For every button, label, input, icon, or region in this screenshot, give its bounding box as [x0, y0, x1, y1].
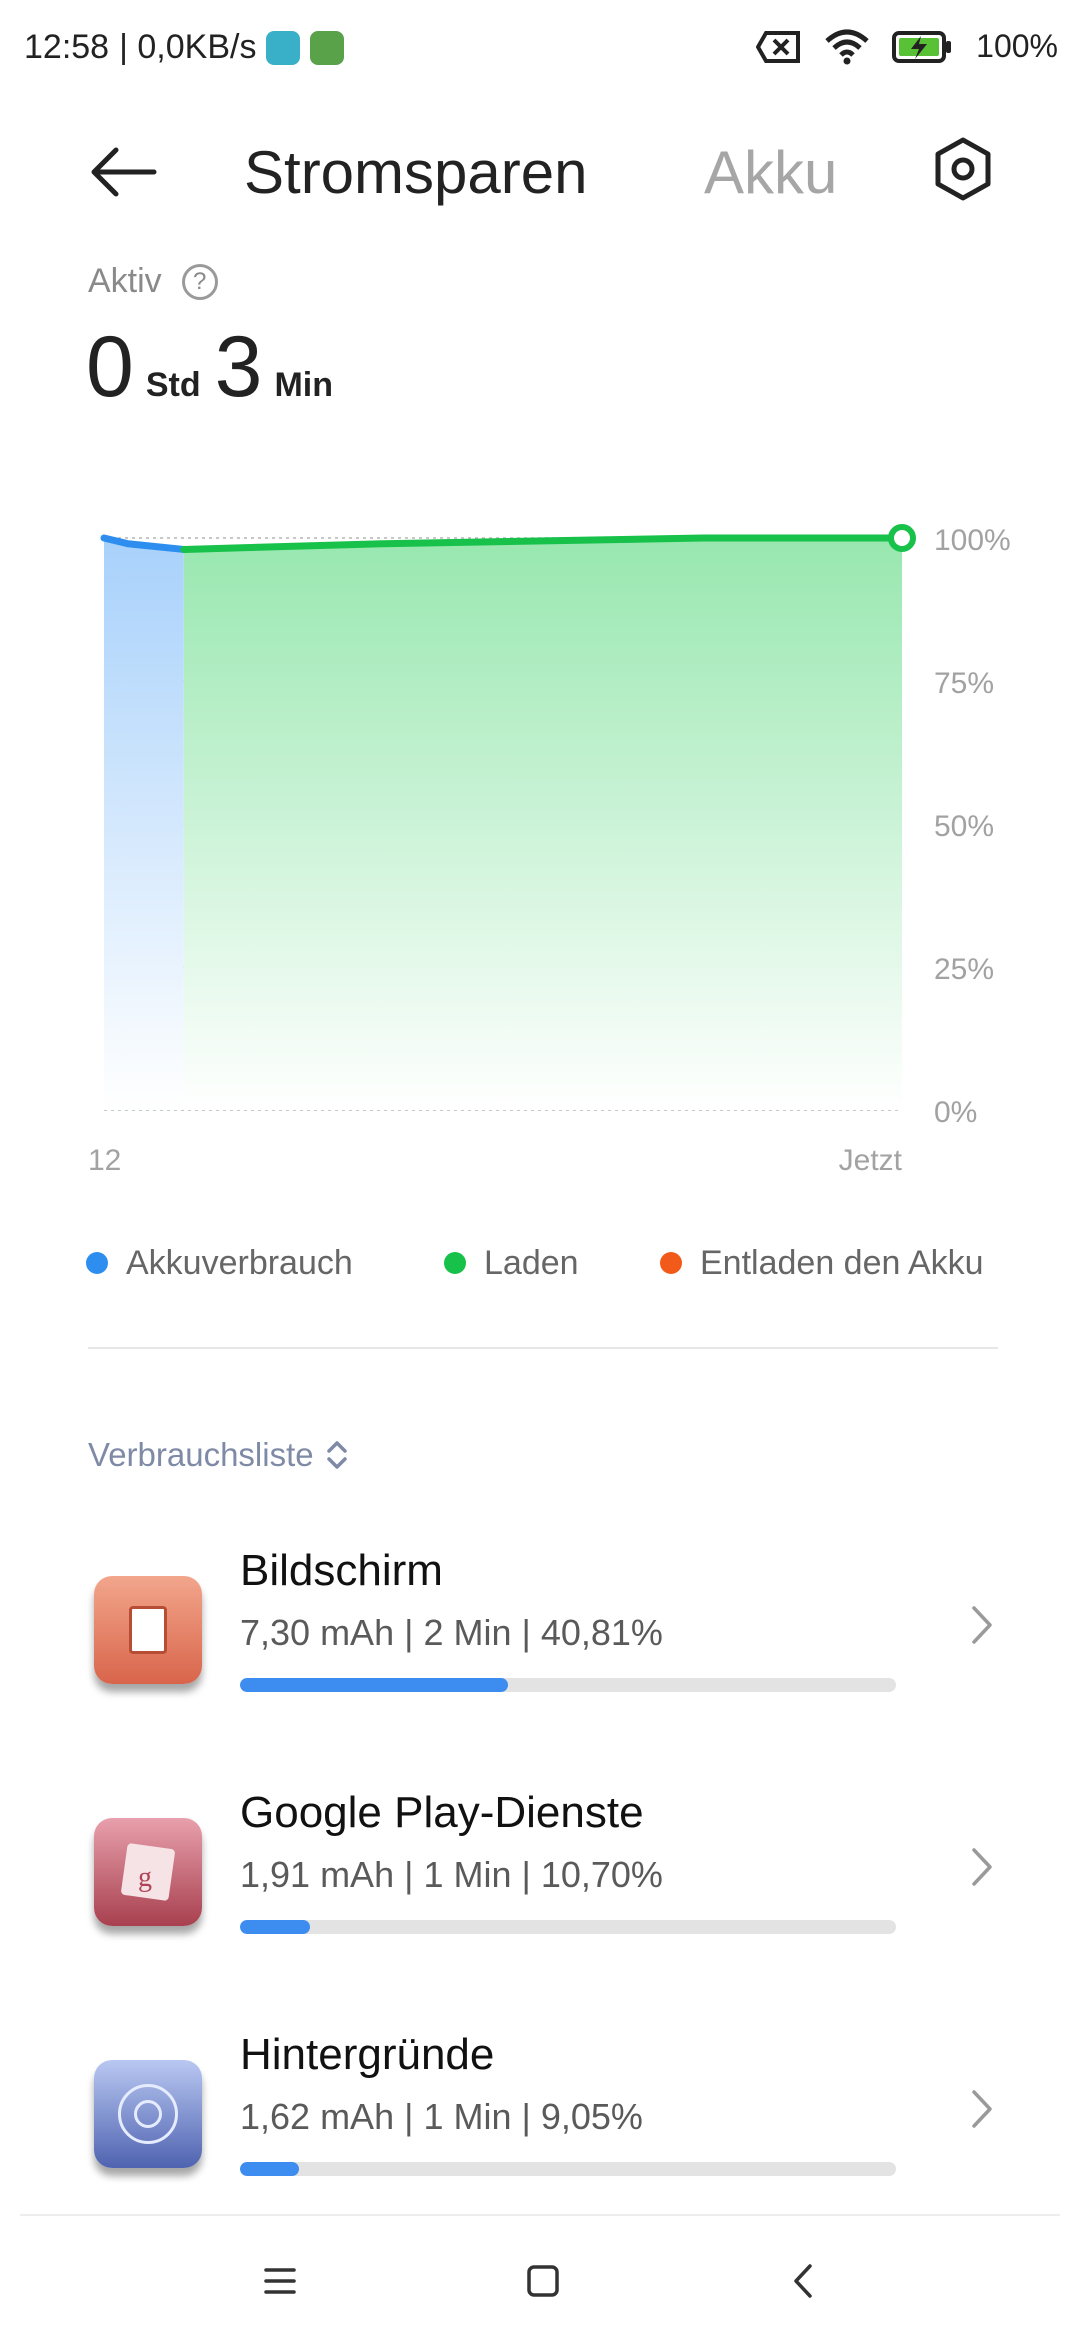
- legend-label: Entladen den Akku: [700, 1243, 984, 1282]
- chart-line-akkuverbrauch: [100, 534, 188, 553]
- help-icon[interactable]: ?: [181, 263, 218, 300]
- sort-toggle-icon: [326, 1441, 347, 1469]
- usage-item-name: Hintergründe: [240, 2030, 495, 2079]
- legend-dot-green: [444, 1252, 466, 1274]
- legend-laden: Laden: [444, 1244, 660, 1283]
- usage-item-name: Google Play-Dienste: [240, 1788, 644, 1837]
- x-tick-label: 12: [88, 1144, 121, 1177]
- usage-sort-selector[interactable]: Verbrauchsliste: [88, 1436, 348, 1474]
- y-tick-label: 25%: [934, 953, 994, 986]
- chart-area-laden: [183, 538, 903, 1110]
- usage-item-name: Bildschirm: [240, 1546, 443, 1595]
- usage-item-bildschirm[interactable]: Bildschirm 7,30 mAh | 2 Min | 40,81%: [0, 1546, 1080, 1746]
- wallpaper-icon: [94, 2060, 202, 2168]
- usage-progress-fill: [240, 2162, 300, 2176]
- tab-akku[interactable]: Akku: [704, 139, 838, 206]
- network-speed: | 0,0KB/s: [119, 28, 257, 66]
- y-tick-label: 50%: [934, 810, 994, 843]
- usage-progress-track: [240, 1920, 896, 1934]
- battery-chart: 100% 75% 50% 25% 0% 12 Jetzt: [88, 524, 1011, 1177]
- usage-item-hintergruende[interactable]: Hintergründe 1,62 mAh | 1 Min | 9,05%: [0, 2030, 1080, 2230]
- chevron-right-icon: [972, 2090, 992, 2128]
- usage-item-detail: 1,91 mAh | 1 Min | 10,70%: [240, 1854, 663, 1895]
- y-tick-label: 100%: [934, 524, 1011, 557]
- status-time: 12:58: [24, 28, 110, 66]
- google-play-services-icon: g: [94, 1818, 202, 1926]
- usage-item-detail: 1,62 mAh | 1 Min | 9,05%: [240, 2096, 643, 2137]
- hours-unit: Std: [145, 366, 201, 404]
- usage-progress-track: [240, 2162, 896, 2176]
- tab-stromsparen[interactable]: Stromsparen: [244, 139, 588, 206]
- status-right: 100%: [756, 28, 1058, 65]
- header: Stromsparen Akku: [0, 120, 1080, 230]
- y-tick-label: 0%: [934, 1096, 977, 1129]
- home-icon[interactable]: [512, 2256, 572, 2306]
- battery-charging-icon: [892, 30, 952, 63]
- legend-dot-orange: [660, 1252, 682, 1274]
- wifi-icon: [825, 29, 869, 64]
- legend-akkuverbrauch: Akkuverbrauch: [86, 1244, 444, 1283]
- usage-progress-fill: [240, 1920, 311, 1934]
- x-tick-label: Jetzt: [839, 1144, 903, 1177]
- chart-line-laden: [180, 534, 906, 553]
- back-nav-icon[interactable]: [774, 2256, 834, 2306]
- usage-progress-fill: [240, 1678, 508, 1692]
- legend-label: Akkuverbrauch: [126, 1243, 353, 1282]
- menu-icon[interactable]: [250, 2256, 310, 2306]
- chart-current-point: [888, 524, 916, 552]
- settings-icon[interactable]: [928, 134, 998, 204]
- chart-area-akkuverbrauch: [104, 538, 184, 1110]
- back-arrow-icon[interactable]: [84, 142, 164, 202]
- status-bar: 12:58 | 0,0KB/s 100%: [0, 0, 1080, 100]
- chevron-right-icon: [972, 1848, 992, 1886]
- active-label: Aktiv: [88, 262, 162, 300]
- no-sim-icon: [756, 30, 801, 63]
- active-label-row: Aktiv ?: [88, 262, 218, 301]
- usage-item-detail: 7,30 mAh | 2 Min | 40,81%: [240, 1612, 663, 1653]
- active-duration: 0 Std 3 Min: [86, 318, 347, 417]
- active-minutes: 3: [214, 319, 263, 415]
- notification-app-icon: [266, 30, 301, 65]
- legend-entladen: Entladen den Akku: [660, 1244, 984, 1283]
- legend-label: Laden: [484, 1243, 579, 1282]
- screen-icon: [94, 1576, 202, 1684]
- chevron-right-icon: [972, 1606, 992, 1644]
- minutes-unit: Min: [274, 366, 334, 404]
- legend-dot-blue: [86, 1252, 108, 1274]
- usage-progress-track: [240, 1678, 896, 1692]
- chart-legend: Akkuverbrauch Laden Entladen den Akku: [86, 1238, 1006, 1288]
- divider: [88, 1347, 998, 1349]
- android-app-icon: [310, 30, 345, 65]
- navbar-divider: [20, 2214, 1060, 2216]
- active-hours: 0: [86, 319, 134, 415]
- system-nav-bar: [0, 2216, 1080, 2340]
- battery-percent: 100%: [976, 28, 1058, 64]
- y-tick-label: 75%: [934, 667, 994, 700]
- usage-sort-label: Verbrauchsliste: [88, 1436, 314, 1473]
- status-left: 12:58 | 0,0KB/s: [24, 28, 345, 67]
- usage-item-google-play-dienste[interactable]: g Google Play-Dienste 1,91 mAh | 1 Min |…: [0, 1788, 1080, 1988]
